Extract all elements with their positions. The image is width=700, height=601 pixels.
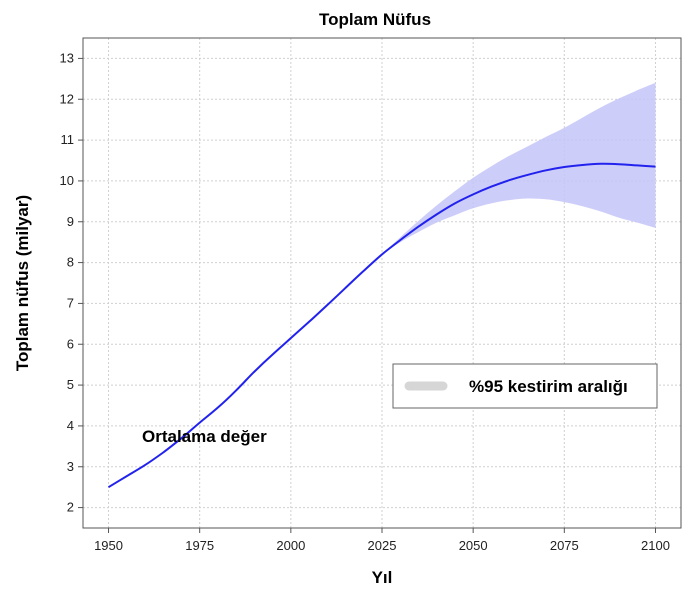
x-tick-label: 1950 <box>94 538 123 553</box>
legend: %95 kestirim aralığı <box>392 363 658 409</box>
mean-line <box>107 162 656 489</box>
y-tick-label: 13 <box>60 50 74 65</box>
chart-title: Toplam Nüfus <box>319 10 431 29</box>
legend-entry: %95 kestirim aralığı <box>469 377 628 396</box>
y-tick-label: 9 <box>67 214 74 229</box>
y-axis-label: Toplam nüfus (milyar) <box>13 195 32 371</box>
x-tick-label: 2025 <box>368 538 397 553</box>
y-tick-label: 5 <box>67 377 74 392</box>
x-tick-label: 2075 <box>550 538 579 553</box>
annotation-mean: Ortalama değer <box>142 427 267 446</box>
x-tick-label: 2100 <box>641 538 670 553</box>
y-tick-label: 12 <box>60 91 74 106</box>
y-tick-label: 11 <box>61 132 75 147</box>
x-tick-label: 2050 <box>459 538 488 553</box>
y-tick-label: 7 <box>67 295 74 310</box>
x-tick-label: 2000 <box>276 538 305 553</box>
x-axis: 1950 1975 2000 2025 2050 2075 2100 <box>94 528 670 553</box>
grid-lines <box>83 38 681 528</box>
x-axis-label: Yıl <box>372 568 393 587</box>
y-tick-label: 8 <box>67 255 74 270</box>
y-tick-label: 2 <box>67 500 74 515</box>
y-tick-label: 4 <box>67 418 74 433</box>
y-tick-label: 6 <box>67 336 74 351</box>
y-tick-label: 10 <box>60 173 74 188</box>
confidence-band <box>382 82 656 255</box>
y-tick-label: 3 <box>67 459 74 474</box>
x-tick-label: 1975 <box>185 538 214 553</box>
y-axis: 2 3 4 5 6 7 8 9 10 11 12 13 <box>60 50 83 515</box>
